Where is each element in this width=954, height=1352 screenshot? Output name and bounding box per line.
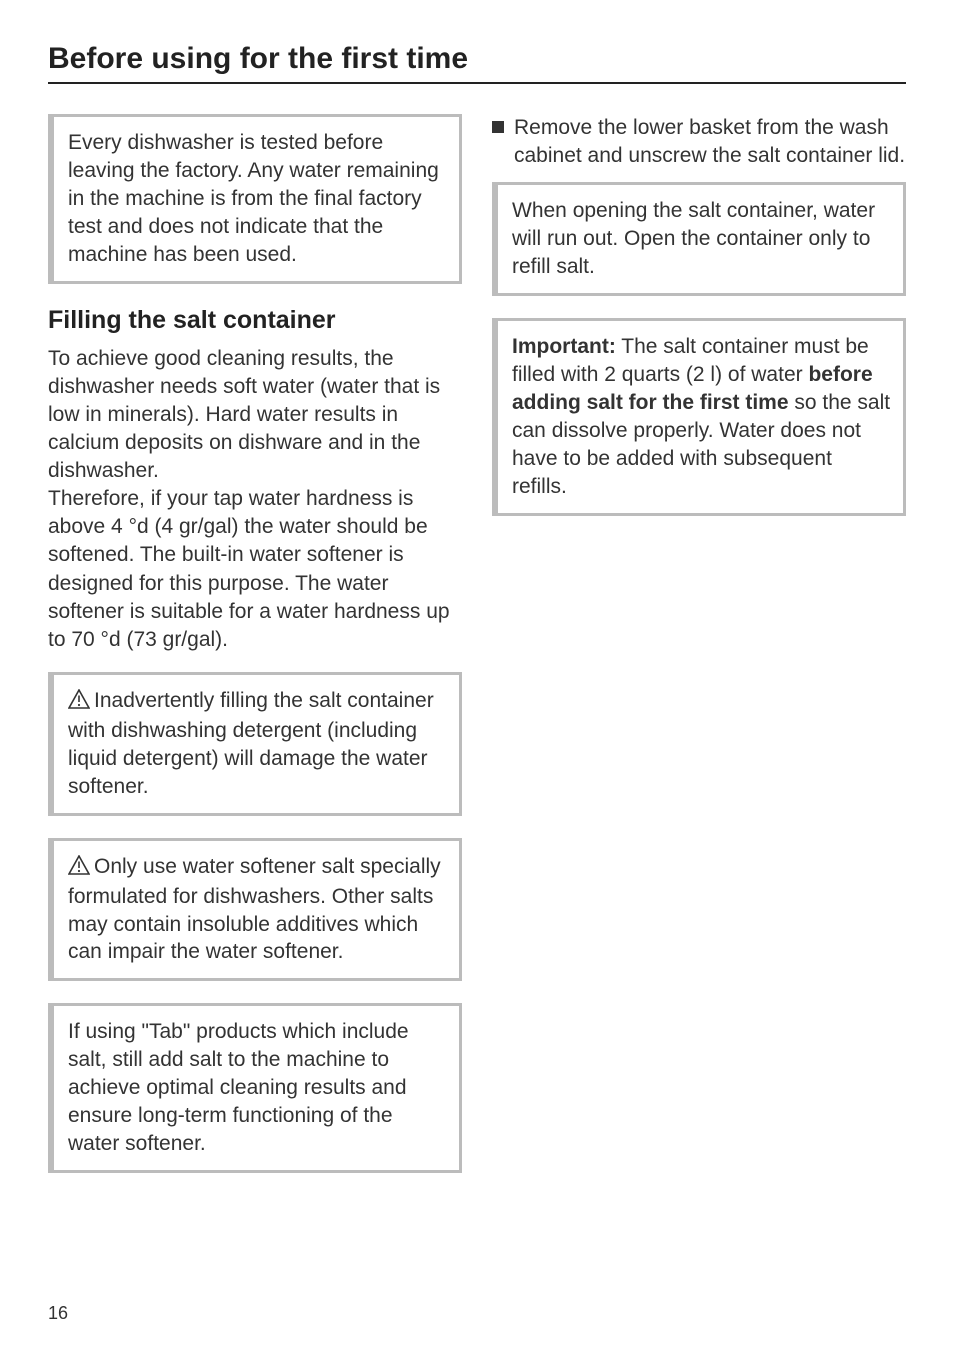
important-lead: Important:	[512, 335, 616, 358]
callout-tested-text: Every dishwasher is tested before leavin…	[68, 131, 439, 266]
callout-important: Important: The salt container must be fi…	[492, 318, 906, 516]
header-rule	[48, 82, 906, 84]
filling-salt-body: To achieve good cleaning results, the di…	[48, 345, 462, 654]
callout-only-salt: Only use water softener salt specially f…	[48, 838, 462, 982]
filling-salt-para2: Therefore, if your tap water hardness is…	[48, 487, 450, 651]
bullet-remove-basket: Remove the lower basket from the wash ca…	[492, 114, 906, 170]
left-column: Every dishwasher is tested before leavin…	[48, 114, 462, 1195]
callout-only-salt-text: Only use water softener salt specially f…	[68, 855, 441, 964]
callout-open-salt-text: When opening the salt container, water w…	[512, 199, 875, 278]
warning-icon	[68, 855, 90, 883]
callout-tab: If using "Tab" products which include sa…	[48, 1003, 462, 1173]
square-bullet-icon	[492, 121, 504, 133]
callout-inadvertent: Inadvertently filling the salt container…	[48, 672, 462, 816]
callout-tab-text: If using "Tab" products which include sa…	[68, 1020, 409, 1155]
right-column: Remove the lower basket from the wash ca…	[492, 114, 906, 1195]
content-columns: Every dishwasher is tested before leavin…	[48, 114, 906, 1195]
callout-tested: Every dishwasher is tested before leavin…	[48, 114, 462, 284]
page-title: Before using for the first time	[48, 42, 906, 76]
section-title-filling-salt: Filling the salt container	[48, 306, 462, 335]
callout-open-salt: When opening the salt container, water w…	[492, 182, 906, 296]
bullet-remove-basket-text: Remove the lower basket from the wash ca…	[514, 114, 906, 170]
page-number: 16	[48, 1303, 68, 1324]
filling-salt-para1: To achieve good cleaning results, the di…	[48, 347, 440, 483]
callout-inadvertent-text: Inadvertently filling the salt container…	[68, 689, 434, 798]
warning-icon	[68, 689, 90, 717]
